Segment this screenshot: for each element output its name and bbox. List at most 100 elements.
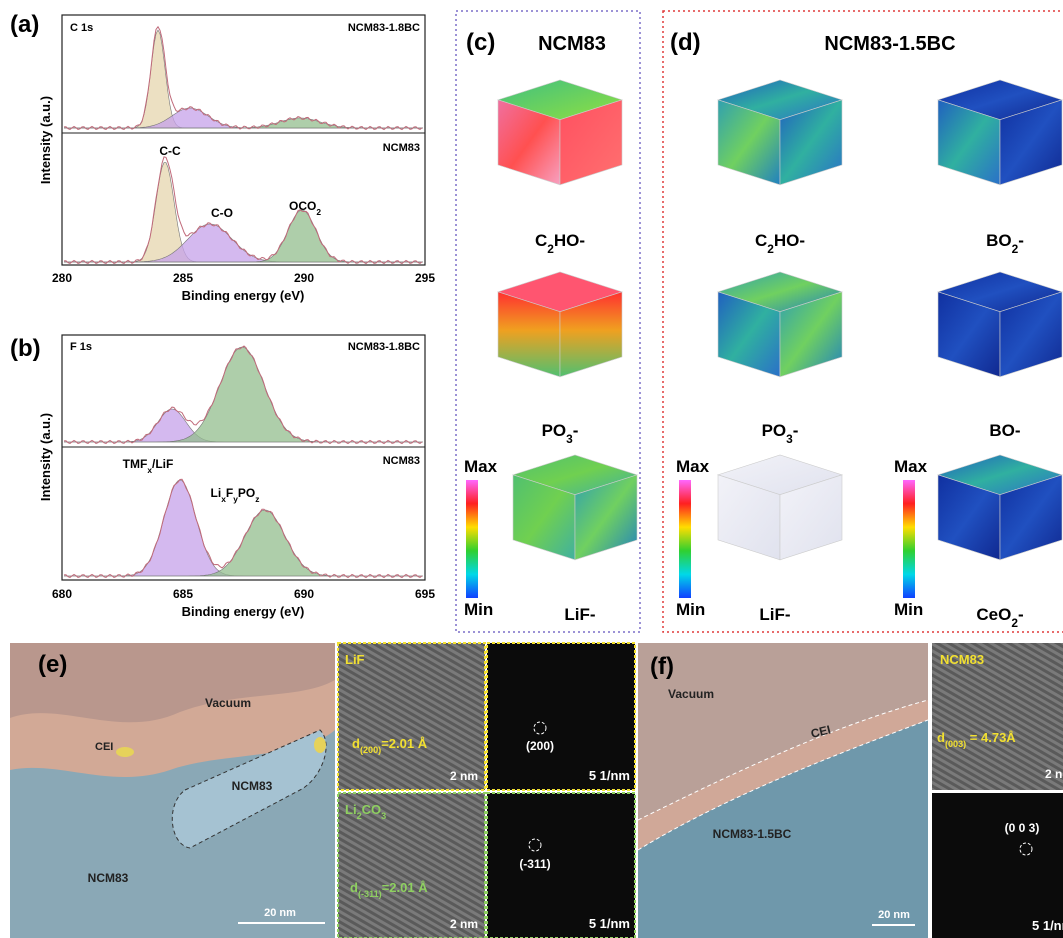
ion-label: C2HO- bbox=[755, 231, 805, 256]
text-part: PO bbox=[762, 421, 787, 440]
region-label: CEI bbox=[95, 741, 113, 753]
sample-label: NCM83-1.8BC bbox=[348, 341, 420, 353]
text-part: - bbox=[1018, 605, 1024, 624]
region-label: NCM83 bbox=[232, 779, 273, 793]
peak-label: C-C bbox=[159, 144, 181, 158]
text-part: C bbox=[535, 231, 547, 250]
color-bar bbox=[679, 480, 691, 598]
subscript: 3 bbox=[381, 811, 386, 821]
text-part: =2.01 Å bbox=[381, 736, 428, 751]
text-part: d bbox=[352, 736, 360, 751]
subscript: (003) bbox=[945, 739, 966, 749]
panel-letter: (e) bbox=[38, 651, 67, 678]
figure: (a) C 1s NCM83-1.8BC NCM83 C-C C-O OCO2 … bbox=[0, 0, 1063, 938]
panel-letter: (c) bbox=[466, 29, 495, 56]
tem-image bbox=[10, 643, 335, 938]
fitted-peak bbox=[64, 224, 423, 262]
fitted-peak bbox=[64, 30, 423, 128]
text-part: Li bbox=[211, 486, 222, 500]
ion-label: LiF- bbox=[759, 605, 790, 624]
text-part: HO- bbox=[774, 231, 805, 250]
fitted-peak bbox=[64, 163, 423, 262]
sample-label: NCM83 bbox=[383, 455, 420, 467]
fitted-peak bbox=[64, 108, 423, 128]
x-tick-label: 680 bbox=[52, 587, 72, 601]
text-part: CO bbox=[362, 802, 382, 817]
text-part: BO bbox=[986, 231, 1012, 250]
scale-max: Max bbox=[676, 457, 710, 476]
subscript: 2 bbox=[316, 207, 321, 217]
spot-label: (0 0 3) bbox=[1005, 821, 1040, 835]
text-part: C bbox=[755, 231, 767, 250]
x-tick-label: 285 bbox=[173, 271, 193, 285]
panel-title: NCM83 bbox=[538, 33, 606, 55]
scale-bar-label: 20 nm bbox=[878, 909, 910, 921]
scale-min: Min bbox=[676, 600, 705, 619]
scale-bar-label: 2 nm bbox=[1045, 767, 1063, 781]
ion-label: PO3- bbox=[542, 421, 579, 446]
panel-letter: (b) bbox=[10, 335, 41, 362]
peak-label: LixFyPOz bbox=[211, 486, 260, 504]
text-part: F bbox=[226, 486, 233, 500]
region-label: NCM83 bbox=[88, 871, 129, 885]
region-label: Vacuum bbox=[205, 696, 251, 710]
scale-bar-label: 5 1/nm bbox=[589, 916, 630, 931]
text-part: TMF bbox=[123, 457, 148, 471]
ion-label: C2HO- bbox=[535, 231, 585, 256]
x-axis-label: Binding energy (eV) bbox=[182, 604, 305, 619]
y-axis-label: Intensity (a.u.) bbox=[38, 96, 53, 184]
x-tick-label: 690 bbox=[294, 587, 314, 601]
text-part: PO bbox=[542, 421, 567, 440]
fitted-peak bbox=[64, 510, 423, 576]
text-part: PO bbox=[238, 486, 255, 500]
x-tick-label: 295 bbox=[415, 271, 435, 285]
core-level: F 1s bbox=[70, 341, 92, 353]
scale-min: Min bbox=[894, 600, 923, 619]
plot-frame bbox=[62, 15, 425, 265]
region-label: NCM83-1.5BC bbox=[713, 827, 792, 841]
panel-letter: (f) bbox=[650, 653, 674, 680]
text-part: HO- bbox=[554, 231, 585, 250]
spot-label: (-311) bbox=[519, 857, 550, 871]
peak-label: C-O bbox=[211, 206, 233, 220]
phase-label: NCM83 bbox=[940, 652, 984, 667]
spot-label: (200) bbox=[526, 739, 554, 753]
text-part: Li bbox=[345, 802, 357, 817]
envelope bbox=[64, 157, 422, 264]
text-part: OCO bbox=[289, 199, 316, 213]
text-part: =2.01 Å bbox=[382, 880, 429, 895]
phase-label: LiF bbox=[345, 652, 365, 667]
x-tick-label: 290 bbox=[294, 271, 314, 285]
ion-label: BO- bbox=[989, 421, 1020, 440]
scale-bar-label: 2 nm bbox=[450, 769, 478, 783]
text-part: = 4.73Å bbox=[966, 730, 1016, 745]
text-part: /LiF bbox=[152, 457, 173, 471]
scale-bar-label: 20 nm bbox=[264, 907, 296, 919]
text-part: d bbox=[350, 880, 358, 895]
text-part: d bbox=[937, 730, 945, 745]
text-part: CeO bbox=[976, 605, 1011, 624]
color-bar bbox=[466, 480, 478, 598]
text-part: - bbox=[573, 421, 579, 440]
text-part: - bbox=[1018, 231, 1024, 250]
panel-title: NCM83-1.5BC bbox=[824, 33, 955, 55]
subscript: z bbox=[255, 494, 259, 504]
y-axis-label: Intensity (a.u.) bbox=[38, 413, 53, 501]
color-bar bbox=[903, 480, 915, 598]
scale-bar-label: 5 1/nm bbox=[589, 768, 630, 783]
scale-max: Max bbox=[894, 457, 928, 476]
subscript: (-311) bbox=[358, 889, 382, 899]
x-tick-label: 280 bbox=[52, 271, 72, 285]
scale-bar-label: 2 nm bbox=[450, 917, 478, 931]
text-part: - bbox=[793, 421, 799, 440]
ion-label: LiF- bbox=[564, 605, 595, 624]
panel-letter: (a) bbox=[10, 11, 39, 38]
scale-bar-label: 5 1/nm bbox=[1032, 918, 1063, 933]
x-tick-label: 685 bbox=[173, 587, 193, 601]
envelope bbox=[64, 27, 422, 130]
scale-min: Min bbox=[464, 600, 493, 619]
core-level: C 1s bbox=[70, 22, 93, 34]
x-tick-label: 695 bbox=[415, 587, 435, 601]
x-axis-label: Binding energy (eV) bbox=[182, 288, 305, 303]
peak-label: TMFx/LiF bbox=[123, 457, 174, 475]
